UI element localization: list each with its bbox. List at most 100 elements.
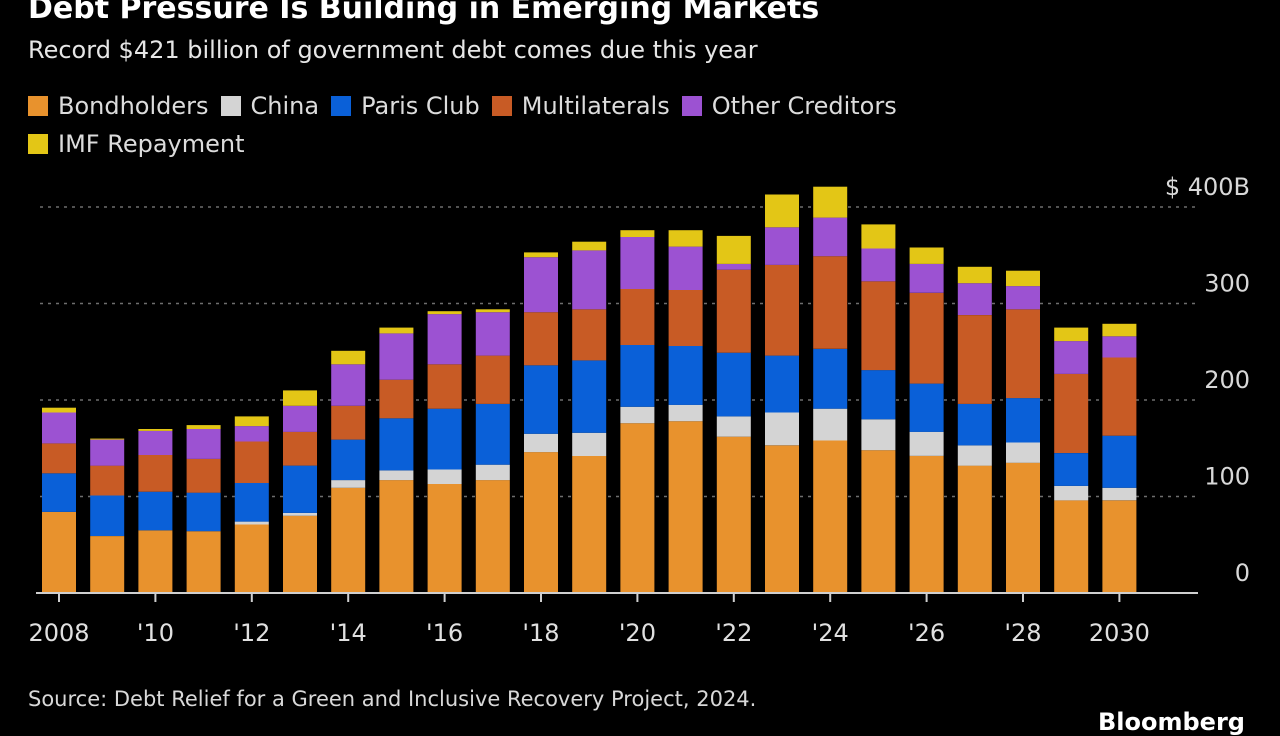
bar-segment xyxy=(909,292,944,384)
bar-segment xyxy=(234,521,269,525)
bar-segment xyxy=(234,483,269,522)
bar-segment xyxy=(1006,270,1040,287)
bar-segment xyxy=(379,333,414,380)
x-tick-label: '22 xyxy=(715,619,752,647)
bar-segment xyxy=(909,431,944,456)
bar-segment xyxy=(331,405,366,440)
bar-segment xyxy=(957,283,992,315)
bar-segment xyxy=(861,419,896,451)
bar-segment xyxy=(909,456,944,593)
bar-segment xyxy=(620,289,655,345)
bar-segment xyxy=(138,430,173,455)
bar-segment xyxy=(1006,309,1040,399)
legend-label: Multilaterals xyxy=(521,92,670,120)
bar-segment xyxy=(572,241,607,251)
bar-segment xyxy=(138,491,173,531)
bar-segment xyxy=(90,439,125,466)
chart-legend: Bondholders China Paris Club Multilaterals O… xyxy=(28,88,1078,164)
bar-segment xyxy=(620,236,655,289)
bar-segment xyxy=(813,186,848,218)
bar-segment xyxy=(813,408,848,441)
legend-label: Paris Club xyxy=(361,92,480,120)
bar-segment xyxy=(716,269,751,353)
bar-segment xyxy=(716,352,751,417)
bar-segment xyxy=(620,406,655,424)
bar-segment xyxy=(813,440,848,593)
bar-segment xyxy=(1006,398,1040,443)
x-tick-label: 2030 xyxy=(1089,619,1150,647)
chart-title: Debt Pressure Is Building in Emerging Ma… xyxy=(28,0,820,26)
y-tick-label: 200 xyxy=(1204,366,1250,394)
bar-segment xyxy=(283,515,317,593)
bar-segment xyxy=(186,429,221,459)
bar-segment xyxy=(524,365,558,434)
legend-item: Bondholders xyxy=(28,88,209,124)
bar-segment xyxy=(620,423,655,593)
bar-segment xyxy=(716,436,751,593)
bar-segment xyxy=(765,264,799,356)
bar-segment xyxy=(861,450,896,593)
bar-segment xyxy=(957,266,992,284)
bar-segment xyxy=(524,257,558,313)
bar-segment xyxy=(42,407,76,413)
legend-label: IMF Repayment xyxy=(58,130,245,158)
bar-segment xyxy=(234,416,269,427)
legend-item: Other Creditors xyxy=(681,88,897,124)
bar-segment xyxy=(186,531,221,593)
bar-segment xyxy=(524,312,558,366)
bar-segment xyxy=(572,432,607,456)
bar-segment xyxy=(138,530,173,593)
bar-segment xyxy=(186,425,221,429)
bar-segment xyxy=(186,492,221,532)
y-tick-label: 100 xyxy=(1204,463,1250,491)
bar-segment xyxy=(765,412,799,446)
bar-segment xyxy=(379,470,414,481)
legend-item: IMF Repayment xyxy=(28,126,245,162)
bar-segment xyxy=(909,383,944,432)
bar-segment xyxy=(379,379,414,419)
bar-segment xyxy=(716,416,751,437)
x-tick-label: '16 xyxy=(426,619,463,647)
bar-segment xyxy=(331,364,366,406)
chart-subtitle: Record $421 billion of government debt c… xyxy=(28,36,758,64)
bar-segment xyxy=(861,224,896,249)
bar-segment xyxy=(1102,357,1137,436)
legend-swatch xyxy=(28,134,48,154)
bar-segment xyxy=(668,346,703,405)
bar-segment xyxy=(572,360,607,433)
legend-swatch xyxy=(331,96,352,116)
bar-segment xyxy=(1054,485,1089,501)
legend-label: Other Creditors xyxy=(711,92,897,120)
bar-segment xyxy=(716,235,751,264)
x-tick-label: '20 xyxy=(619,619,656,647)
bar-segment xyxy=(90,465,125,496)
bar-segment xyxy=(475,403,510,465)
bar-segment xyxy=(1006,442,1040,463)
y-tick-label: $ 400B xyxy=(1165,173,1250,201)
bar-segment xyxy=(283,465,317,513)
bar-segment xyxy=(234,441,269,483)
legend-item: Paris Club xyxy=(331,88,480,124)
bar-segment xyxy=(90,495,125,536)
y-tick-label: 300 xyxy=(1204,270,1250,298)
bar-segment xyxy=(957,315,992,404)
bar-segment xyxy=(475,312,510,356)
bar-segment xyxy=(427,469,462,484)
bar-segment xyxy=(234,426,269,442)
bloomberg-logo: Bloomberg xyxy=(1098,708,1245,736)
bar-segment xyxy=(668,421,703,593)
legend-item: China xyxy=(220,88,319,124)
bar-segment xyxy=(668,404,703,422)
bar-segment xyxy=(283,405,317,432)
bar-segment xyxy=(572,250,607,310)
bar-segment xyxy=(909,247,944,264)
legend-swatch xyxy=(28,96,48,116)
stacked-bar-chart: $ 400B 300 200 100 0 2008 '10 '12 '14 '16 '18 '20 '2… xyxy=(28,173,1250,647)
bar-segment xyxy=(1054,453,1089,486)
bar-segment xyxy=(1006,462,1040,593)
bar-segment xyxy=(1054,500,1089,593)
bar-segment xyxy=(379,418,414,471)
bar-segment xyxy=(1102,500,1137,593)
bar-segment xyxy=(1102,487,1137,501)
bar-segment xyxy=(716,263,751,270)
